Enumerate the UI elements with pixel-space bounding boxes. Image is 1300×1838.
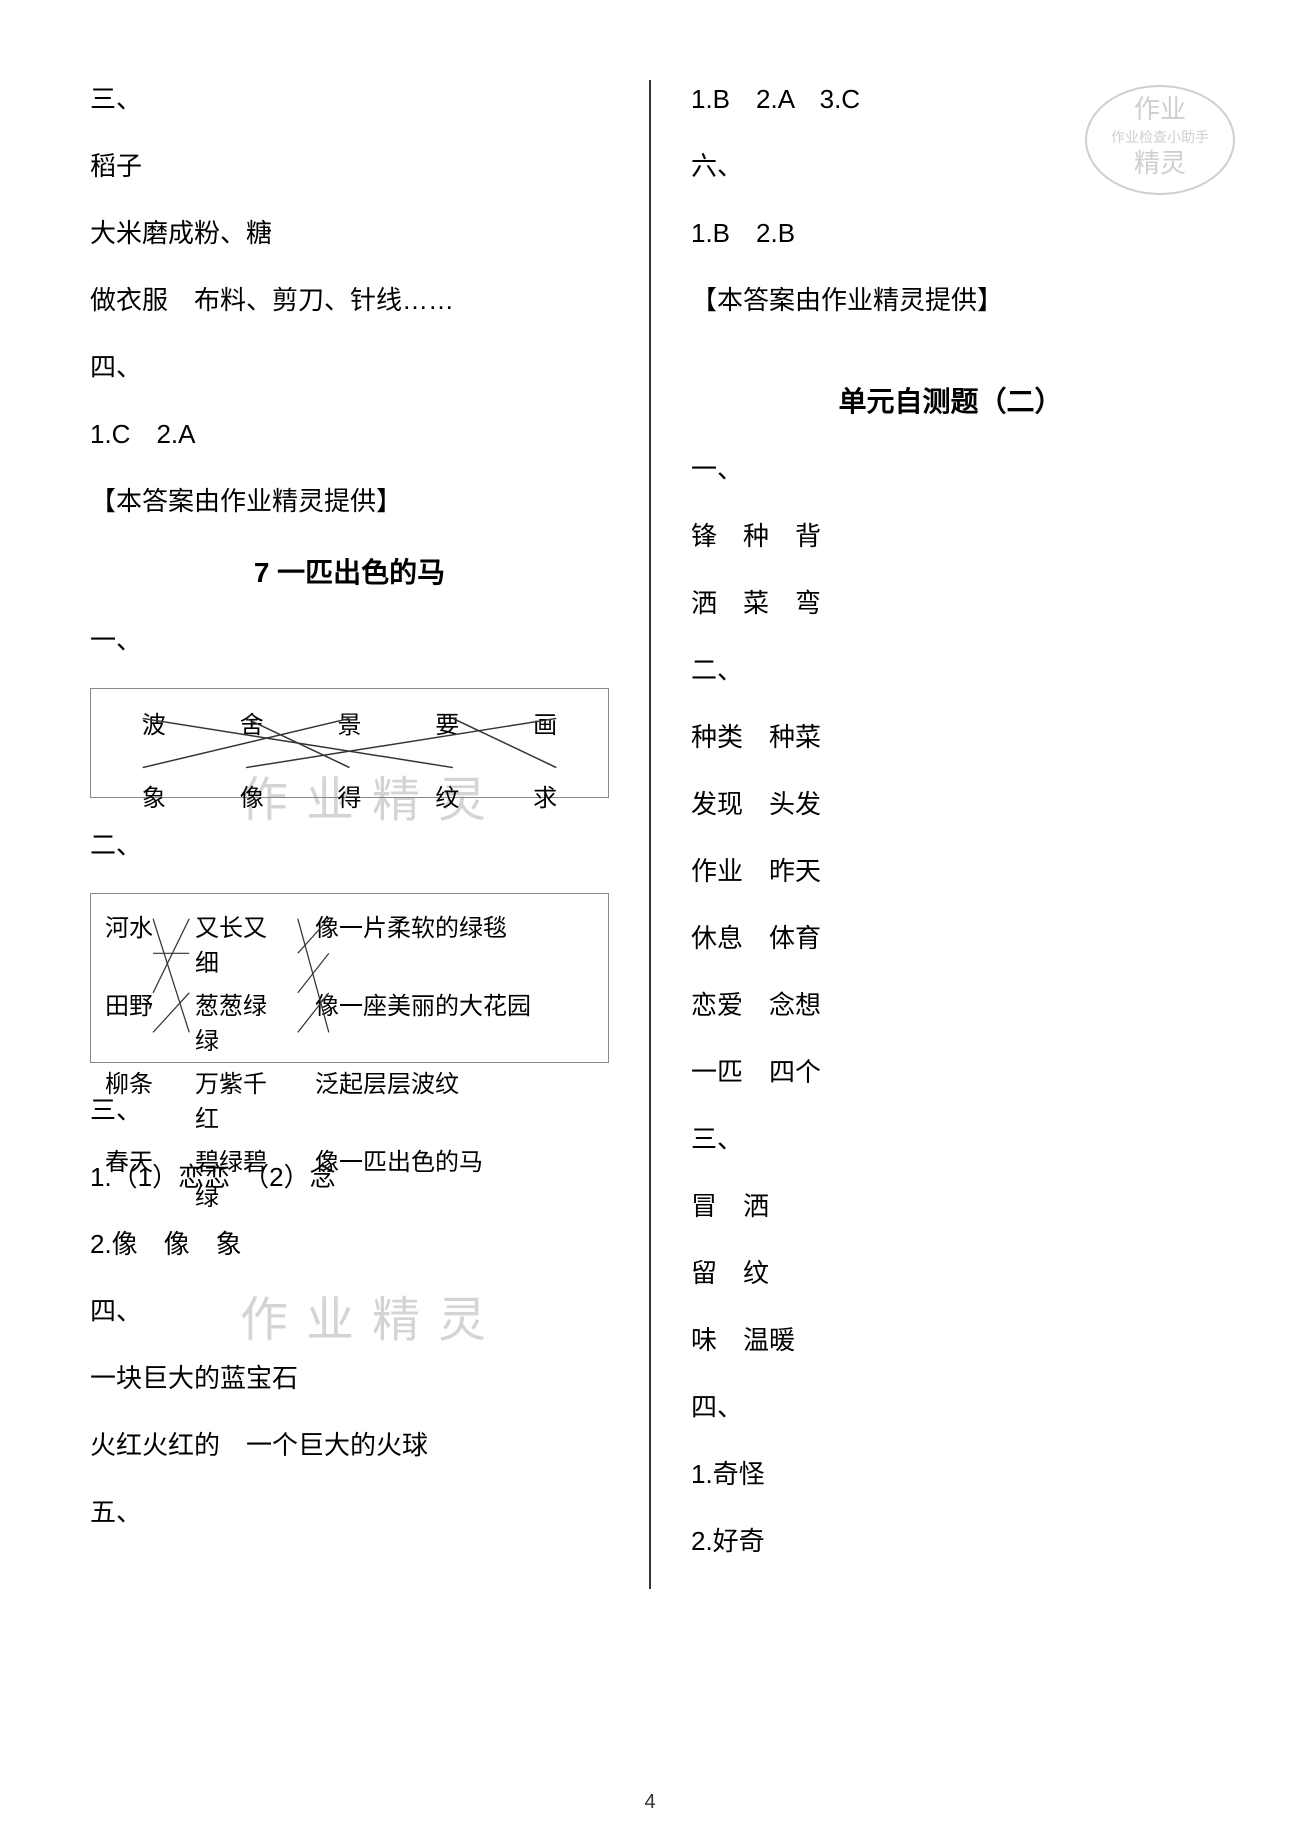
text-line: 洒 菜 弯 <box>691 584 1210 623</box>
match-char: 景 <box>301 705 399 740</box>
section-title: 单元自测题（二） <box>691 380 1210 420</box>
matching-exercise-2: 河水 又长又细 像一片柔软的绿毯 田野 葱葱绿绿 像一座美丽的大花园 柳条 万紫… <box>90 893 609 1063</box>
text-line: 留 纹 <box>691 1254 1210 1293</box>
text-line: 1.奇怪 <box>691 1455 1210 1494</box>
text-line: 大米磨成粉、糖 <box>90 214 609 253</box>
text-line: 火红火红的 一个巨大的火球 <box>90 1426 609 1465</box>
match-char: 波 <box>105 705 203 740</box>
match-word: 碧绿碧绿 <box>165 1142 285 1212</box>
text-line: 五、 <box>90 1493 609 1532</box>
text-line: 一、 <box>90 621 609 660</box>
match-char: 要 <box>398 705 496 740</box>
text-line: 恋爱 念想 <box>691 986 1210 1025</box>
match-char: 舍 <box>203 705 301 740</box>
match-char: 像 <box>203 778 301 813</box>
text-line: 冒 洒 <box>691 1187 1210 1226</box>
text-line: 2.好奇 <box>691 1522 1210 1561</box>
match-word: 万紫千红 <box>165 1064 285 1134</box>
text-line: 六、 <box>691 147 1210 186</box>
text-line: 作业 昨天 <box>691 852 1210 891</box>
match-word: 又长又细 <box>165 908 285 978</box>
match-char: 画 <box>496 705 594 740</box>
text-line: 一匹 四个 <box>691 1053 1210 1092</box>
match-word: 河水 <box>105 908 165 978</box>
text-line: 一块巨大的蓝宝石 <box>90 1359 609 1398</box>
match-word: 像一座美丽的大花园 <box>285 986 594 1056</box>
match-word: 柳条 <box>105 1064 165 1134</box>
section-title: 7 一匹出色的马 <box>90 551 609 591</box>
text-line: 【本答案由作业精灵提供】 <box>691 281 1210 320</box>
text-line: 三、 <box>691 1120 1210 1159</box>
text-line: 种类 种菜 <box>691 718 1210 757</box>
match-word: 田野 <box>105 986 165 1056</box>
match-word: 葱葱绿绿 <box>165 986 285 1056</box>
text-line: 二、 <box>691 651 1210 690</box>
text-line: 味 温暖 <box>691 1321 1210 1360</box>
text-line: 锋 种 背 <box>691 517 1210 556</box>
match-char: 纹 <box>398 778 496 813</box>
text-line: 三、 <box>90 80 609 119</box>
page-number: 4 <box>644 1791 655 1814</box>
left-column: 三、 稻子 大米磨成粉、糖 做衣服 布料、剪刀、针线…… 四、 1.C 2.A … <box>60 80 639 1589</box>
match-char: 求 <box>496 778 594 813</box>
text-line: 休息 体育 <box>691 919 1210 958</box>
text-line: 1.C 2.A <box>90 415 609 454</box>
text-line: 一、 <box>691 450 1210 489</box>
match-word: 像一片柔软的绿毯 <box>285 908 594 978</box>
matching-exercise-1: 波 舍 景 要 画 象 像 得 纹 求 <box>90 688 609 798</box>
text-line: 二、 <box>90 826 609 865</box>
text-line: 四、 <box>90 348 609 387</box>
text-line: 2.像 像 象 <box>90 1225 609 1264</box>
column-divider <box>649 80 651 1589</box>
match-word: 春天 <box>105 1142 165 1212</box>
right-column: 1.B 2.A 3.C 六、 1.B 2.B 【本答案由作业精灵提供】 单元自测… <box>661 80 1240 1589</box>
match-word: 泛起层层波纹 <box>285 1064 594 1134</box>
match-char: 象 <box>105 778 203 813</box>
text-line: 做衣服 布料、剪刀、针线…… <box>90 281 609 320</box>
text-line: 稻子 <box>90 147 609 186</box>
text-line: 四、 <box>691 1388 1210 1427</box>
text-line: 发现 头发 <box>691 785 1210 824</box>
text-line: 【本答案由作业精灵提供】 <box>90 482 609 521</box>
match-word: 像一匹出色的马 <box>285 1142 594 1212</box>
match-char: 得 <box>301 778 399 813</box>
text-line: 1.B 2.B <box>691 214 1210 253</box>
text-line: 四、 <box>90 1292 609 1331</box>
text-line: 1.B 2.A 3.C <box>691 80 1210 119</box>
